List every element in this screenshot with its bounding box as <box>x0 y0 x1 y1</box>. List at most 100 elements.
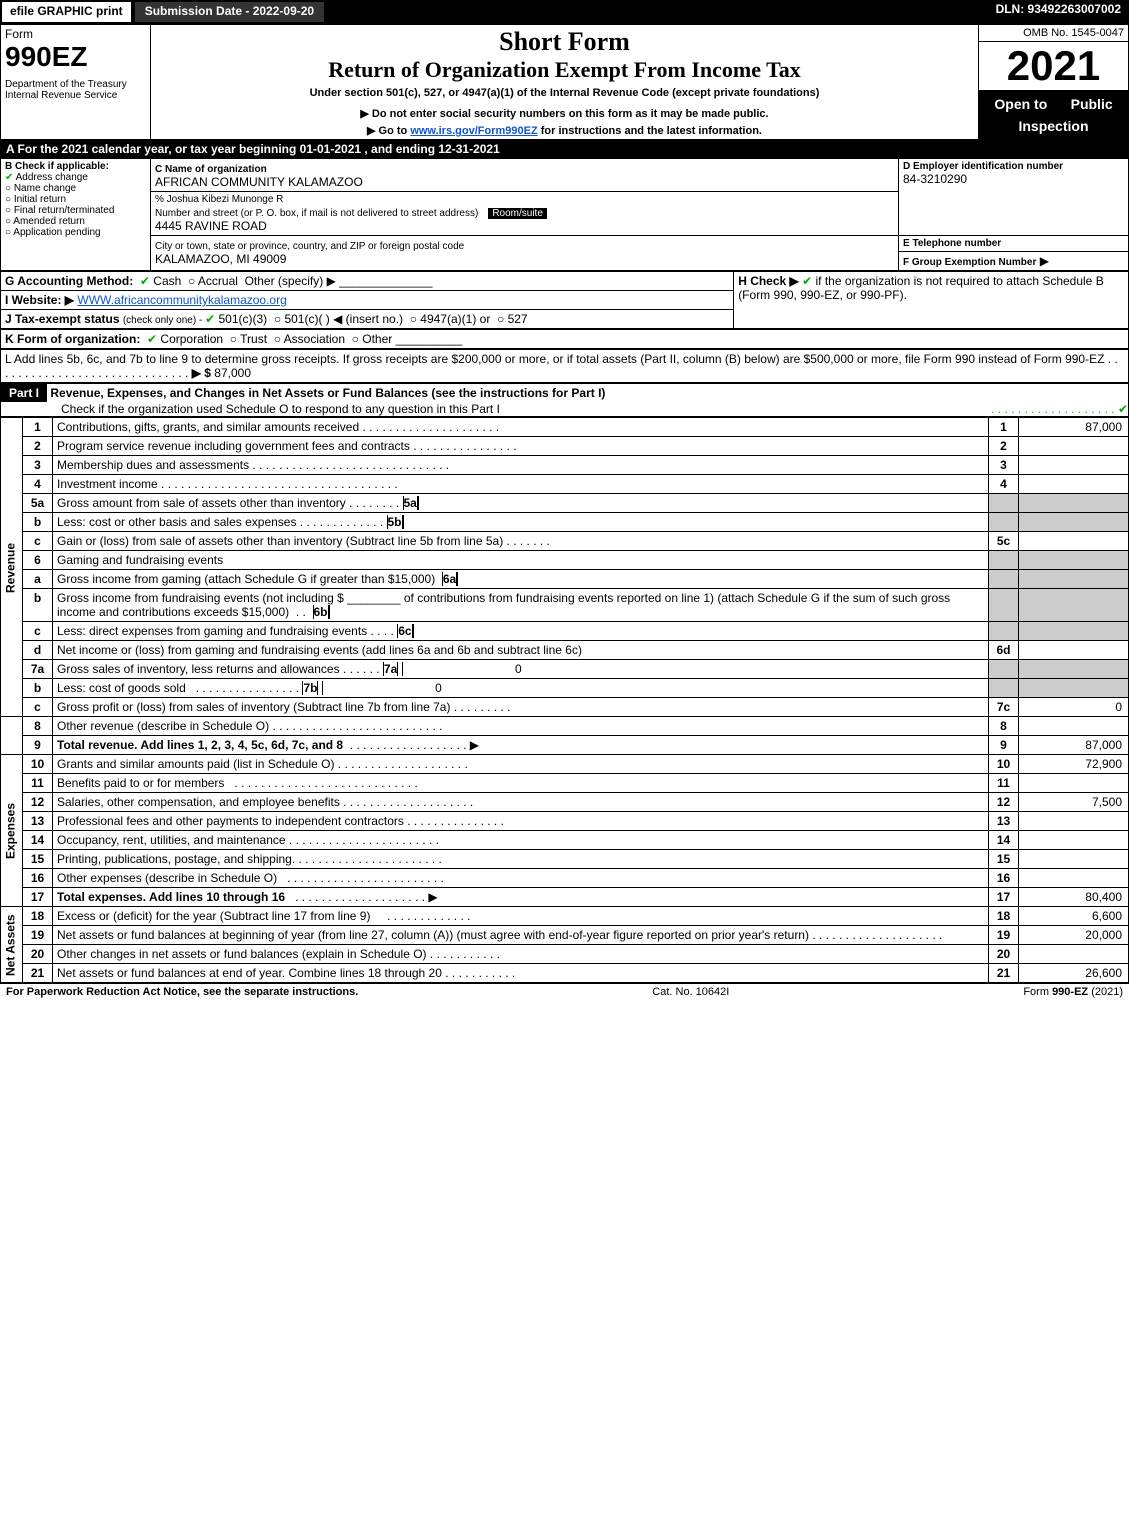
g-accrual[interactable]: Accrual <box>198 274 238 288</box>
l13-val <box>1019 812 1129 831</box>
box-c-street: % Joshua Kibezi Munonge R Number and str… <box>151 192 899 236</box>
l5a-shade2 <box>1019 494 1129 513</box>
street-label: Number and street (or P. O. box, if mail… <box>155 208 478 219</box>
l15-no: 15 <box>23 850 53 869</box>
expenses-vert: Expenses <box>1 755 23 907</box>
l17-text: Total expenses. Add lines 10 through 16 … <box>53 888 989 907</box>
l17-no: 17 <box>23 888 53 907</box>
g-cash-check[interactable]: ✔ <box>140 274 150 288</box>
footer-left: For Paperwork Reduction Act Notice, see … <box>6 986 358 998</box>
l6-no: 6 <box>23 551 53 570</box>
revenue-vert: Revenue <box>1 418 23 717</box>
l14-val <box>1019 831 1129 850</box>
g-other[interactable]: Other (specify) ▶ <box>245 274 336 288</box>
l6c-no: c <box>23 622 53 641</box>
rev-vert-cont <box>1 717 23 755</box>
l11-val <box>1019 774 1129 793</box>
l2-text: Program service revenue including govern… <box>53 437 989 456</box>
l7b-shade2 <box>1019 679 1129 698</box>
h-check[interactable]: ✔ <box>802 274 812 288</box>
j-opt2[interactable]: 501(c)( ) ◀ (insert no.) <box>284 312 403 326</box>
box-f: F Group Exemption Number ▶ <box>899 252 1129 271</box>
efile-label: efile GRAPHIC print <box>0 0 133 24</box>
l18-box: 18 <box>989 907 1019 926</box>
part1-header-cell: Part I Revenue, Expenses, and Changes in… <box>1 384 1129 417</box>
box-i: I Website: ▶ WWW.africancommunitykalamaz… <box>1 291 734 310</box>
l8-val <box>1019 717 1129 736</box>
l7a-text: Gross sales of inventory, less returns a… <box>53 660 989 679</box>
l1-no: 1 <box>23 418 53 437</box>
b-item-4[interactable]: ○ Amended return <box>5 216 146 227</box>
b-item-5[interactable]: ○ Application pending <box>5 227 146 238</box>
b-item-1[interactable]: ○ Name change <box>5 183 146 194</box>
topbar-spacer <box>326 0 987 24</box>
l6a-shade2 <box>1019 570 1129 589</box>
box-e: E Telephone number <box>899 236 1129 252</box>
ein-value: 84-3210290 <box>903 172 1124 186</box>
l5c-val <box>1019 532 1129 551</box>
l3-box: 3 <box>989 456 1019 475</box>
j-check[interactable]: ✔ <box>205 312 215 326</box>
irs-link[interactable]: www.irs.gov/Form990EZ <box>410 125 537 137</box>
website-link[interactable]: WWW.africancommunitykalamazoo.org <box>77 293 286 307</box>
j-small: (check only one) - <box>123 315 205 326</box>
l6b-text: Gross income from fundraising events (no… <box>53 589 989 622</box>
c-title: C Name of organization <box>155 164 267 175</box>
l12-no: 12 <box>23 793 53 812</box>
g-cash: Cash <box>153 274 181 288</box>
l7c-text: Gross profit or (loss) from sales of inv… <box>53 698 989 717</box>
k-corp: Corporation <box>160 332 223 346</box>
l6-shade2 <box>1019 551 1129 570</box>
k-check-corp[interactable]: ✔ <box>147 332 157 346</box>
care-of: % Joshua Kibezi Munonge R <box>155 194 894 205</box>
l-arrow: ▶ $ <box>192 366 211 380</box>
top-bar: efile GRAPHIC print Submission Date - 20… <box>0 0 1129 24</box>
sub3-pre: ▶ Go to <box>367 125 410 137</box>
box-b: B Check if applicable: ✔ Address change … <box>1 159 151 271</box>
form-title-cell: Short Form Return of Organization Exempt… <box>151 25 979 140</box>
part1-check[interactable]: . . . . . . . . . . . . . . . . . . . ✔ <box>991 402 1128 416</box>
sub3-post: for instructions and the latest informat… <box>538 125 762 137</box>
l5b-text: Less: cost or other basis and sales expe… <box>53 513 989 532</box>
k-other[interactable]: Other <box>362 332 392 346</box>
l6d-val <box>1019 641 1129 660</box>
j-label: J Tax-exempt status <box>5 312 123 326</box>
l6d-text: Net income or (loss) from gaming and fun… <box>53 641 989 660</box>
form-number: 990EZ <box>5 41 146 73</box>
f-arrow: ▶ <box>1040 254 1049 268</box>
b-item-0[interactable]: ✔ Address change <box>5 172 146 183</box>
l8-no: 8 <box>23 717 53 736</box>
l8-box: 8 <box>989 717 1019 736</box>
l4-box: 4 <box>989 475 1019 494</box>
l16-no: 16 <box>23 869 53 888</box>
l6c-shade1 <box>989 622 1019 641</box>
l1-text: Contributions, gifts, grants, and simila… <box>53 418 989 437</box>
header-sub2: ▶ Do not enter social security numbers o… <box>155 107 974 120</box>
l7c-val: 0 <box>1019 698 1129 717</box>
l6c-sub: 6c <box>397 624 412 638</box>
open-to: Open to <box>984 93 1057 115</box>
l7b-no: b <box>23 679 53 698</box>
l7b-text: Less: cost of goods sold . . . . . . . .… <box>53 679 989 698</box>
part1-label: Part I <box>1 384 47 402</box>
l12-val: 7,500 <box>1019 793 1129 812</box>
gh-table: G Accounting Method: ✔ Cash ○ Accrual Ot… <box>0 271 1129 329</box>
l7a-shade1 <box>989 660 1019 679</box>
b-item-2[interactable]: ○ Initial return <box>5 194 146 205</box>
j-opt4[interactable]: 527 <box>508 312 528 326</box>
public: Public <box>1061 93 1123 115</box>
l5a-sub: 5a <box>403 496 418 510</box>
l5a-text: Gross amount from sale of assets other t… <box>53 494 989 513</box>
l14-no: 14 <box>23 831 53 850</box>
l7b-subval: 0 <box>322 681 442 695</box>
form-right-cell: OMB No. 1545-0047 2021 <box>979 25 1129 91</box>
l-table: L Add lines 5b, 6c, and 7b to line 9 to … <box>0 349 1129 383</box>
l13-box: 13 <box>989 812 1019 831</box>
j-opt3[interactable]: 4947(a)(1) or <box>420 312 490 326</box>
l5b-no: b <box>23 513 53 532</box>
k-trust[interactable]: Trust <box>240 332 267 346</box>
k-assoc[interactable]: Association <box>284 332 345 346</box>
bcdef-table: B Check if applicable: ✔ Address change … <box>0 158 1129 271</box>
b-item-3[interactable]: ○ Final return/terminated <box>5 205 146 216</box>
box-h: H Check ▶ ✔ if the organization is not r… <box>734 272 1129 329</box>
